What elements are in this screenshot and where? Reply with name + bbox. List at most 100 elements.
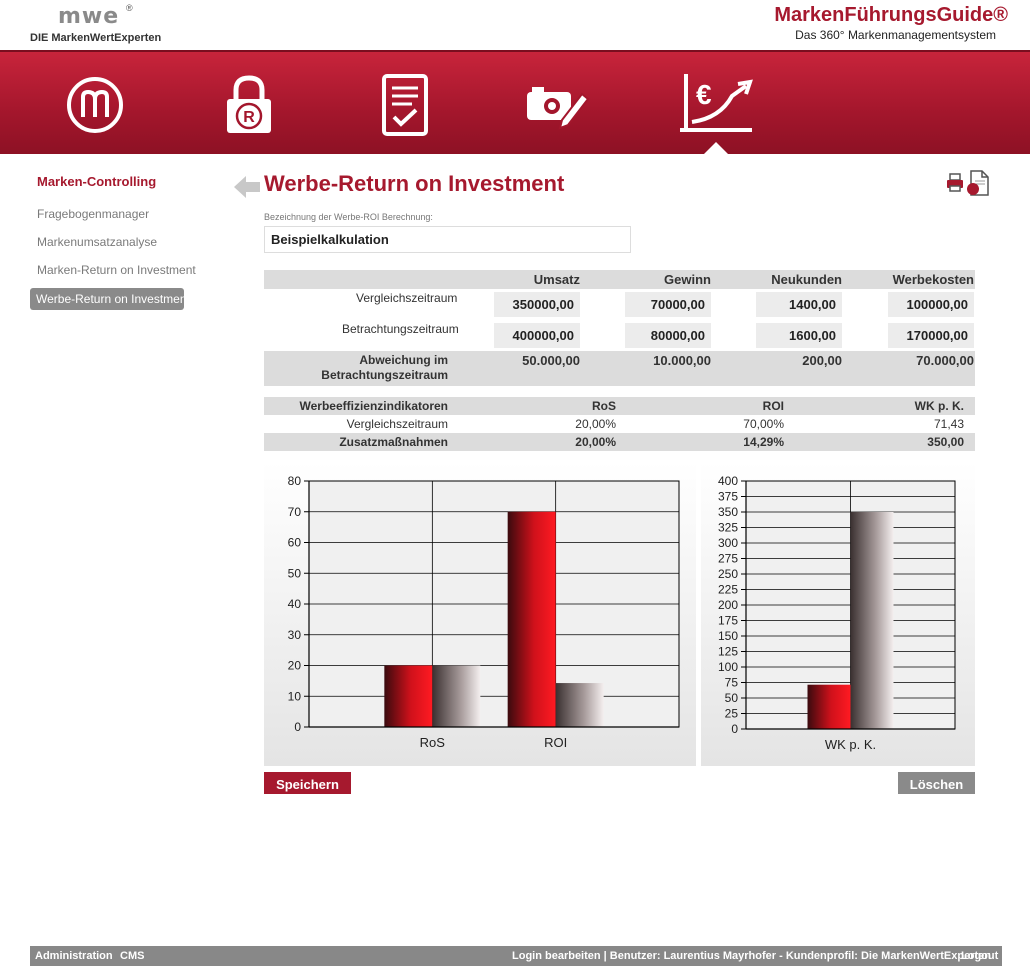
y-tick-label: 100 xyxy=(718,660,738,674)
neukunden-betrachtung-field[interactable]: 1600,00 xyxy=(756,323,842,348)
delete-button[interactable]: Löschen xyxy=(898,772,975,794)
werbekosten-betrachtung-field[interactable]: 170000,00 xyxy=(888,323,974,348)
wkpk-vergleich: 71,43 xyxy=(933,417,964,431)
deviation-row: Abweichung im Betrachtungszeitraum 50.00… xyxy=(264,351,975,386)
top-header: mwe ® DIE MarkenWertExperten MarkenFühru… xyxy=(0,0,1030,50)
col-header-roi: ROI xyxy=(762,399,784,413)
svg-text:€: € xyxy=(696,79,712,110)
y-tick-label: 25 xyxy=(725,707,739,721)
y-tick-label: 175 xyxy=(718,614,738,628)
sidebar-title[interactable]: Marken-Controlling xyxy=(37,174,157,189)
calculation-name-input[interactable] xyxy=(264,226,631,253)
sidebar-item-markenumsatzanalyse[interactable]: Markenumsatzanalyse xyxy=(37,235,158,249)
col-header-werbekosten: Werbekosten xyxy=(892,272,974,287)
row-label-betrachtungszeitraum: Betrachtungszeitraum xyxy=(342,322,459,336)
footer-admin-link[interactable]: Administration xyxy=(35,950,113,962)
back-arrow-icon[interactable] xyxy=(234,176,260,198)
deviation-gewinn: 10.000,00 xyxy=(653,353,711,368)
y-tick-label: 60 xyxy=(288,536,302,550)
umsatz-betrachtung-field[interactable]: 400000,00 xyxy=(494,323,580,348)
footer: Administration CMS Login bearbeiten | Be… xyxy=(30,946,1002,966)
chart-bar xyxy=(384,665,433,727)
x-tick-label: ROI xyxy=(544,735,567,750)
y-tick-label: 375 xyxy=(718,490,738,504)
footer-user-info[interactable]: Login bearbeiten | Benutzer: Laurentius … xyxy=(512,950,991,962)
page-title: Werbe-Return on Investment xyxy=(264,171,565,196)
y-tick-label: 275 xyxy=(718,552,738,566)
wkpk-zusatz: 350,00 xyxy=(927,435,964,449)
table-row: Vergleichszeitraum 20,00% 70,00% 71,43 xyxy=(264,415,975,433)
y-tick-label: 10 xyxy=(288,689,302,703)
kpi-table-header: Umsatz Gewinn Neukunden Werbekosten xyxy=(264,270,975,289)
print-icon[interactable] xyxy=(946,172,964,192)
brand-subtitle: Das 360° Markenmanagementsystem xyxy=(795,28,996,42)
neukunden-vergleich-field[interactable]: 1400,00 xyxy=(756,292,842,317)
y-tick-label: 0 xyxy=(731,722,738,736)
main-navigation: R € xyxy=(0,50,1030,154)
sidebar-item-fragebogenmanager[interactable]: Fragebogenmanager xyxy=(37,207,150,221)
y-tick-label: 150 xyxy=(718,629,738,643)
deviation-label-line-2: Betrachtungszeitraum xyxy=(321,368,448,382)
brand-title: MarkenFührungsGuide® xyxy=(774,4,1008,26)
y-tick-label: 30 xyxy=(288,628,302,642)
deviation-label-line-1: Abweichung im xyxy=(359,353,448,367)
sidebar-item-marken-roi[interactable]: Marken-Return on Investment xyxy=(37,263,196,277)
y-tick-label: 75 xyxy=(725,676,739,690)
ros-zusatz: 20,00% xyxy=(575,435,616,449)
y-tick-label: 350 xyxy=(718,505,738,519)
kpi-table: Umsatz Gewinn Neukunden Werbekosten xyxy=(264,270,975,289)
chart-bar xyxy=(555,683,604,727)
y-tick-label: 225 xyxy=(718,583,738,597)
y-tick-label: 80 xyxy=(288,474,302,488)
calculation-name-label: Bezeichnung der Werbe-ROI Berechnung: xyxy=(264,212,433,222)
mwe-logo[interactable]: mwe xyxy=(58,4,120,29)
col-header-neukunden: Neukunden xyxy=(771,272,842,287)
m-brand-icon[interactable] xyxy=(62,72,128,138)
logo-subtitle: DIE MarkenWertExperten xyxy=(30,32,162,44)
footer-logout-link[interactable]: Logout xyxy=(961,950,999,962)
y-tick-label: 300 xyxy=(718,536,738,550)
y-tick-label: 0 xyxy=(294,720,301,734)
logo-registered-mark: ® xyxy=(126,3,133,13)
euro-growth-chart-icon[interactable]: € xyxy=(680,72,756,138)
footer-cms-link[interactable]: CMS xyxy=(120,950,145,962)
efficiency-table: Werbeeffizienzindikatoren RoS ROI WK p. … xyxy=(264,397,975,451)
chart-bar xyxy=(432,665,481,727)
roi-vergleich: 70,00% xyxy=(743,417,784,431)
col-header-ros: RoS xyxy=(592,399,616,413)
chart-ros-roi-panel: 0 10 20 30 40 50 60 70 80 RoS ROI xyxy=(264,462,696,766)
col-header-umsatz: Umsatz xyxy=(533,272,580,287)
deviation-umsatz: 50.000,00 xyxy=(522,353,580,368)
sidebar-item-werbe-roi[interactable]: Werbe-Return on Investment xyxy=(30,288,190,310)
chart-ros-roi: 0 10 20 30 40 50 60 70 80 RoS ROI xyxy=(288,474,680,750)
chart-bar xyxy=(850,512,894,729)
row-label-zusatzmassnahmen: Zusatzmaßnahmen xyxy=(339,435,448,449)
camera-pencil-icon[interactable] xyxy=(524,72,590,138)
roi-zusatz: 14,29% xyxy=(743,435,784,449)
werbekosten-vergleich-field[interactable]: 100000,00 xyxy=(888,292,974,317)
col-header-wk-pk: WK p. K. xyxy=(914,399,964,413)
efficiency-table-header: Werbeeffizienzindikatoren RoS ROI WK p. … xyxy=(264,397,975,415)
document-check-icon[interactable] xyxy=(372,72,438,138)
lock-registered-icon[interactable]: R xyxy=(216,72,282,138)
chart-bar xyxy=(507,511,556,727)
save-button[interactable]: Speichern xyxy=(264,772,351,794)
y-tick-label: 200 xyxy=(718,598,738,612)
y-tick-label: 70 xyxy=(288,505,302,519)
pdf-export-icon[interactable] xyxy=(966,170,990,196)
umsatz-vergleich-field[interactable]: 350000,00 xyxy=(494,292,580,317)
gewinn-betrachtung-field[interactable]: 80000,00 xyxy=(625,323,711,348)
deviation-label: Abweichung im Betrachtungszeitraum xyxy=(264,353,448,383)
y-tick-label: 325 xyxy=(718,521,738,535)
y-tick-label: 50 xyxy=(288,566,302,580)
active-nav-pointer xyxy=(704,142,728,154)
y-tick-label: 40 xyxy=(288,597,302,611)
y-tick-label: 125 xyxy=(718,645,738,659)
y-tick-label: 20 xyxy=(288,659,302,673)
table-row: Zusatzmaßnahmen 20,00% 14,29% 350,00 xyxy=(264,433,975,451)
y-tick-label: 250 xyxy=(718,567,738,581)
y-tick-label: 400 xyxy=(718,474,738,488)
row-label-vergleichszeitraum: Vergleichszeitraum xyxy=(356,291,458,305)
x-tick-label: RoS xyxy=(420,735,446,750)
gewinn-vergleich-field[interactable]: 70000,00 xyxy=(625,292,711,317)
